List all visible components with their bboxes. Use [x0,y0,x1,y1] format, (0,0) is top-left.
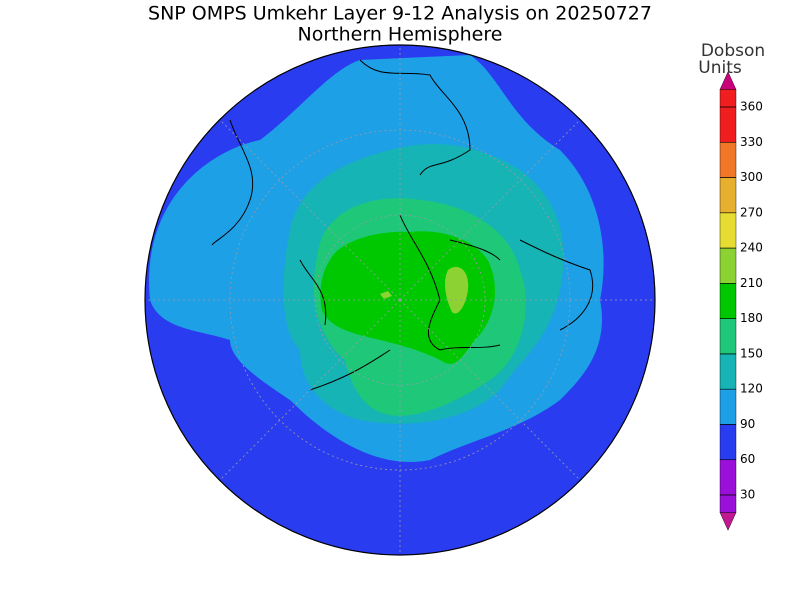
colorbar-tick-label: 240 [740,241,763,255]
colorbar-box [719,388,737,425]
colorbar-over-triangle [719,71,737,90]
colorbar-box [719,283,737,319]
colorbar-box [719,247,737,284]
colorbar-under-box [719,494,737,513]
contour-fill [380,266,469,314]
colorbar-box [719,318,737,355]
polar-map [144,44,656,556]
coastline [211,59,594,391]
colorbar-tick-label: 360 [740,100,763,114]
colorbar-box [719,353,737,390]
colorbar-tick-label: 60 [740,452,755,466]
colorbar-box [719,459,737,496]
colorbar-label: Dobson [701,41,765,61]
colorbar-box [719,106,737,143]
colorbar-tick-label: 270 [740,205,763,219]
graticule [145,45,655,555]
colorbar-tick-label: 300 [740,170,763,184]
colorbar-label: Units [698,58,742,78]
colorbar-tick-label: 150 [740,346,763,360]
colorbar-tick-label: 330 [740,135,763,149]
colorbar-under-triangle [719,512,737,531]
map-border [144,44,656,556]
colorbar-tick-label: 90 [740,417,755,431]
colorbar-box [719,177,737,214]
subtitle: Northern Hemisphere [298,24,503,46]
colorbar-box [719,142,737,178]
colorbar-tick-label: 120 [740,382,763,396]
colorbar-box [719,424,737,460]
colorbar-tick-label: 30 [740,488,755,502]
colorbar-over-box [719,89,737,108]
title: SNP OMPS Umkehr Layer 9-12 Analysis on 2… [148,3,652,25]
colorbar-tick-label: 180 [740,311,763,325]
colorbar-tick-label: 210 [740,276,763,290]
colorbar-box [719,212,737,249]
